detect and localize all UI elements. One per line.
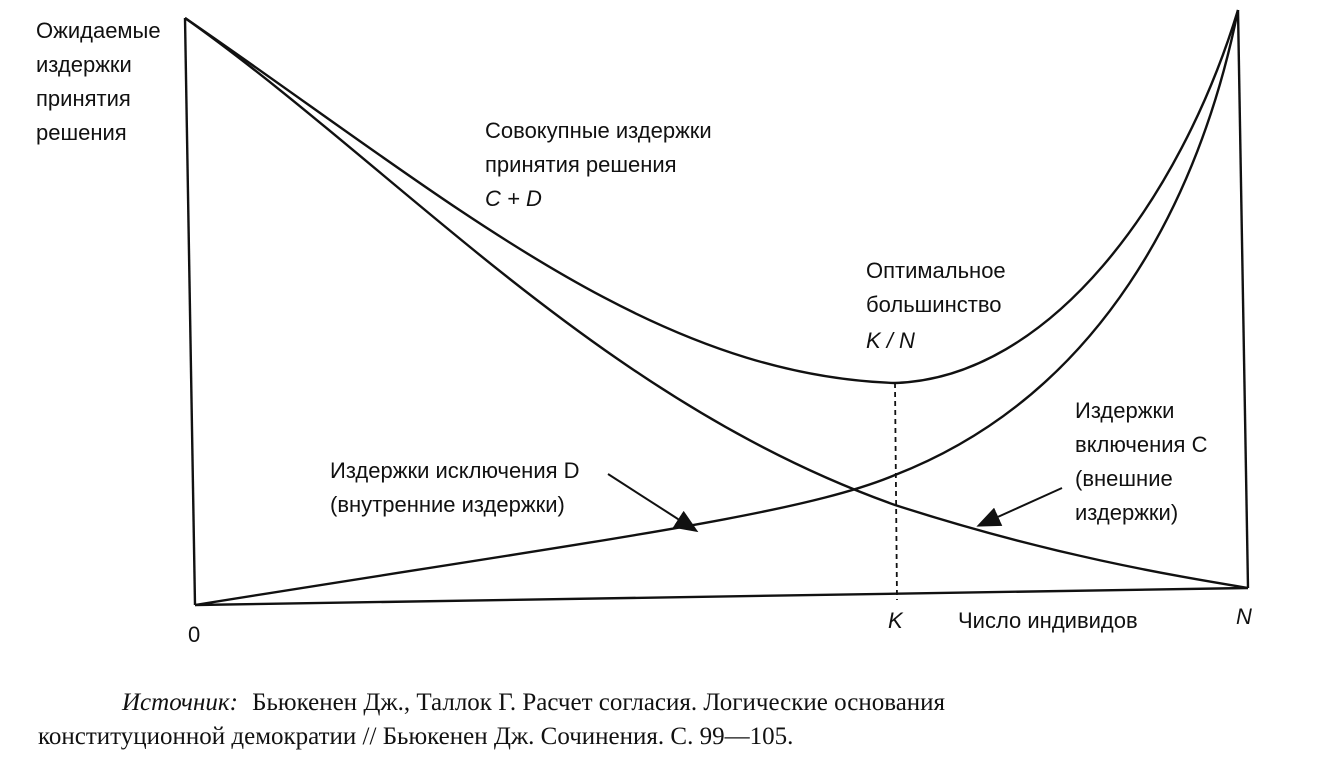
inclusion-cost-curve (194, 9, 1240, 607)
x-axis (194, 586, 1249, 607)
y-axis-label: Ожидаемые издержки принятия решения (36, 18, 167, 145)
arrow (607, 473, 699, 533)
label-line: Ожидаемые (36, 18, 161, 43)
label-line: (внешние (1075, 466, 1173, 491)
exclusion-cost-curve (184, 17, 1249, 590)
source-prefix: Источник: (121, 689, 238, 716)
label-line: включения C (1075, 432, 1208, 457)
optimum-label: Оптимальное большинство K / N (866, 258, 1012, 353)
label-line: Издержки (1075, 398, 1174, 423)
right-edge (1236, 9, 1250, 589)
label-line: K / N (866, 328, 915, 353)
label-line: Совокупные издержки (485, 118, 712, 143)
exclusion-cost-label: Издержки исключения D (внутренние издерж… (330, 458, 586, 517)
label-line: издержки (36, 52, 132, 77)
x-axis-label: Число индивидов (958, 608, 1138, 633)
label-line: решения (36, 120, 127, 145)
label-line: принятия решения (485, 152, 677, 177)
x-k-label: K (888, 608, 904, 633)
y-axis (183, 17, 197, 606)
arrow (976, 487, 1063, 527)
label-line: издержки) (1075, 500, 1178, 525)
optimum-line (894, 382, 898, 601)
label-line: Оптимальное (866, 258, 1006, 283)
total-cost-label: Совокупные издержки принятия решения C +… (485, 118, 718, 211)
source-line: конституционной демократии // Бьюкенен Д… (38, 723, 793, 750)
source-text: Источник: Бьюкенен Дж., Таллок Г. Расчет… (121, 689, 946, 716)
x-n-label: N (1236, 604, 1252, 629)
label-line: C + D (485, 186, 542, 211)
inclusion-cost-label: Издержки включения C (внешние издержки) (1075, 398, 1214, 525)
total-cost-curve (184, 9, 1240, 385)
label-line: большинство (866, 292, 1002, 317)
label-line: Издержки исключения D (330, 458, 580, 483)
source-line: Бьюкенен Дж., Таллок Г. Расчет согласия.… (252, 689, 945, 716)
label-line: (внутренние издержки) (330, 492, 565, 517)
label-line: принятия (36, 86, 131, 111)
x-origin-label: 0 (188, 622, 200, 647)
